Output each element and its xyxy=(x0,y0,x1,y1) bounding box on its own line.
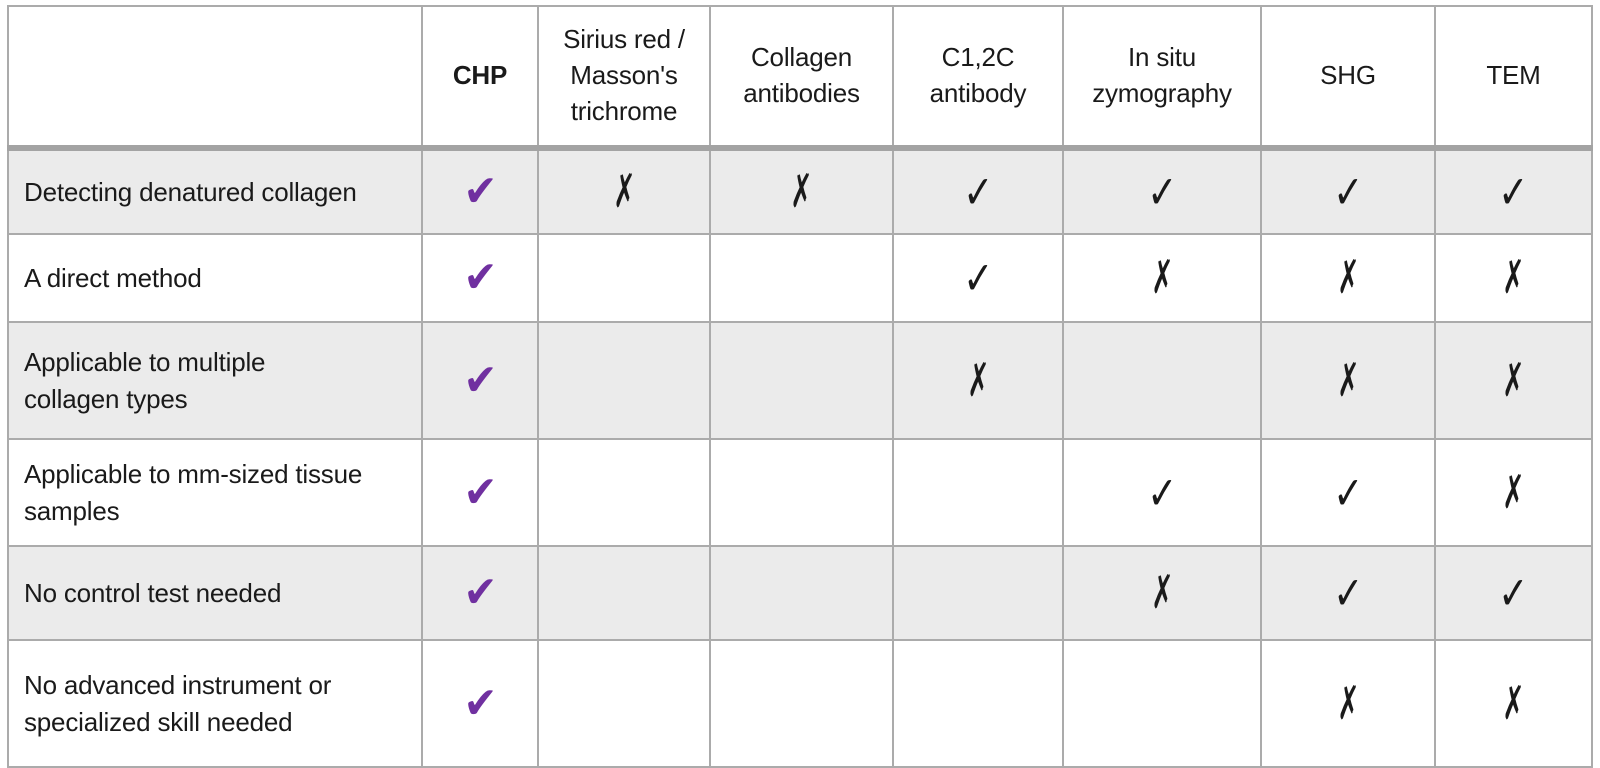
mark-cell-chp: ✔ xyxy=(421,639,539,768)
comparison-table-wrapper: CHP Sirius red / Masson's trichrome Collag… xyxy=(7,5,1593,768)
mark-cell-c12c xyxy=(892,545,1064,641)
mark-cell-zymography: ✗ xyxy=(1062,545,1262,641)
mark-cell-shg: ✓ xyxy=(1260,545,1436,641)
mark-cell-zymography xyxy=(1062,639,1262,768)
x-icon: ✗ xyxy=(790,165,813,218)
x-icon: ✗ xyxy=(1502,677,1525,729)
mark-cell-chp: ✔ xyxy=(421,438,539,547)
mark-cell-sirius xyxy=(537,233,711,323)
check-icon: ✓ xyxy=(1333,166,1363,218)
mark-cell-chp: ✔ xyxy=(421,545,539,641)
mark-cell-zymography: ✓ xyxy=(1062,438,1262,547)
method-comparison-table: CHP Sirius red / Masson's trichrome Collag… xyxy=(7,5,1593,768)
mark-cell-sirius xyxy=(537,639,711,768)
mark-cell-shg: ✓ xyxy=(1260,438,1436,547)
mark-cell-tem: ✗ xyxy=(1434,438,1593,547)
row-label: A direct method xyxy=(7,233,423,323)
column-header-collagen_ab: Collagen antibodies xyxy=(709,5,894,151)
mark-cell-collagen_ab xyxy=(709,321,894,440)
column-header-c12c: C1,2C antibody xyxy=(892,5,1064,151)
mark-cell-sirius: ✗ xyxy=(537,147,711,235)
mark-cell-collagen_ab xyxy=(709,233,894,323)
row-label: No advanced instrument or specialized sk… xyxy=(7,639,423,768)
mark-cell-tem: ✓ xyxy=(1434,545,1593,641)
mark-cell-tem: ✓ xyxy=(1434,147,1593,235)
chp-check-icon: ✔ xyxy=(463,355,497,405)
chp-check-icon: ✔ xyxy=(463,678,497,728)
mark-cell-chp: ✔ xyxy=(421,321,539,440)
column-header-sirius: Sirius red / Masson's trichrome xyxy=(537,5,711,151)
mark-cell-sirius xyxy=(537,545,711,641)
mark-cell-c12c xyxy=(892,438,1064,547)
x-icon: ✗ xyxy=(1502,466,1525,518)
mark-cell-c12c: ✓ xyxy=(892,233,1064,323)
x-icon: ✗ xyxy=(1150,251,1173,304)
check-icon: ✓ xyxy=(1498,166,1529,218)
mark-cell-zymography: ✗ xyxy=(1062,233,1262,323)
mark-cell-tem: ✗ xyxy=(1434,639,1593,768)
table-row: Detecting denatured collagen ✔ ✗ ✗ ✓ ✓ ✓ ✓ xyxy=(7,147,1593,235)
check-icon: ✓ xyxy=(1498,567,1529,619)
mark-cell-tem: ✗ xyxy=(1434,321,1593,440)
chp-check-icon: ✔ xyxy=(463,167,497,216)
mark-cell-tem: ✗ xyxy=(1434,233,1593,323)
mark-cell-zymography: ✓ xyxy=(1062,147,1262,235)
column-header-shg: SHG xyxy=(1260,5,1436,151)
mark-cell-zymography xyxy=(1062,321,1262,440)
mark-cell-sirius xyxy=(537,321,711,440)
chp-check-icon: ✔ xyxy=(463,253,497,302)
mark-cell-shg: ✗ xyxy=(1260,321,1436,440)
mark-cell-chp: ✔ xyxy=(421,233,539,323)
mark-cell-c12c xyxy=(892,639,1064,768)
row-label: Applicable to multiple collagen types xyxy=(7,321,423,440)
header-row: CHP Sirius red / Masson's trichrome Collag… xyxy=(7,5,1593,151)
table-row: Applicable to mm-sized tissue samples ✔ ✓ ✓… xyxy=(7,438,1593,547)
row-label: Detecting denatured collagen xyxy=(7,147,423,235)
check-icon: ✓ xyxy=(963,252,993,304)
row-label: Applicable to mm-sized tissue samples xyxy=(7,438,423,547)
corner-cell xyxy=(7,5,423,151)
chp-check-icon: ✔ xyxy=(463,568,497,617)
check-icon: ✓ xyxy=(1147,466,1177,519)
check-icon: ✓ xyxy=(1147,166,1177,218)
mark-cell-c12c: ✗ xyxy=(892,321,1064,440)
x-icon: ✗ xyxy=(612,165,635,218)
x-icon: ✗ xyxy=(1336,251,1359,304)
check-icon: ✓ xyxy=(963,166,993,218)
column-header-tem: TEM xyxy=(1434,5,1593,151)
column-header-zymography: In situ zymography xyxy=(1062,5,1262,151)
row-label: No control test needed xyxy=(7,545,423,641)
table-row: Applicable to multiple collagen types ✔ ✗ ✗… xyxy=(7,321,1593,440)
table-row: No advanced instrument or specialized sk… xyxy=(7,639,1593,768)
x-icon: ✗ xyxy=(1502,251,1525,304)
check-icon: ✓ xyxy=(1333,466,1363,519)
mark-cell-chp: ✔ xyxy=(421,147,539,235)
column-header-chp: CHP xyxy=(421,5,539,151)
table-row: A direct method ✔ ✓ ✗ ✗ ✗ xyxy=(7,233,1593,323)
table-row: No control test needed ✔ ✗ ✓ ✓ xyxy=(7,545,1593,641)
chp-check-icon: ✔ xyxy=(463,467,497,517)
x-icon: ✗ xyxy=(966,354,989,406)
mark-cell-sirius xyxy=(537,438,711,547)
mark-cell-collagen_ab xyxy=(709,438,894,547)
x-icon: ✗ xyxy=(1150,566,1173,619)
mark-cell-shg: ✗ xyxy=(1260,233,1436,323)
mark-cell-c12c: ✓ xyxy=(892,147,1064,235)
check-icon: ✓ xyxy=(1333,567,1363,619)
x-icon: ✗ xyxy=(1502,354,1525,406)
mark-cell-shg: ✓ xyxy=(1260,147,1436,235)
x-icon: ✗ xyxy=(1336,677,1359,729)
mark-cell-collagen_ab xyxy=(709,545,894,641)
x-icon: ✗ xyxy=(1336,354,1359,406)
mark-cell-collagen_ab: ✗ xyxy=(709,147,894,235)
mark-cell-shg: ✗ xyxy=(1260,639,1436,768)
mark-cell-collagen_ab xyxy=(709,639,894,768)
